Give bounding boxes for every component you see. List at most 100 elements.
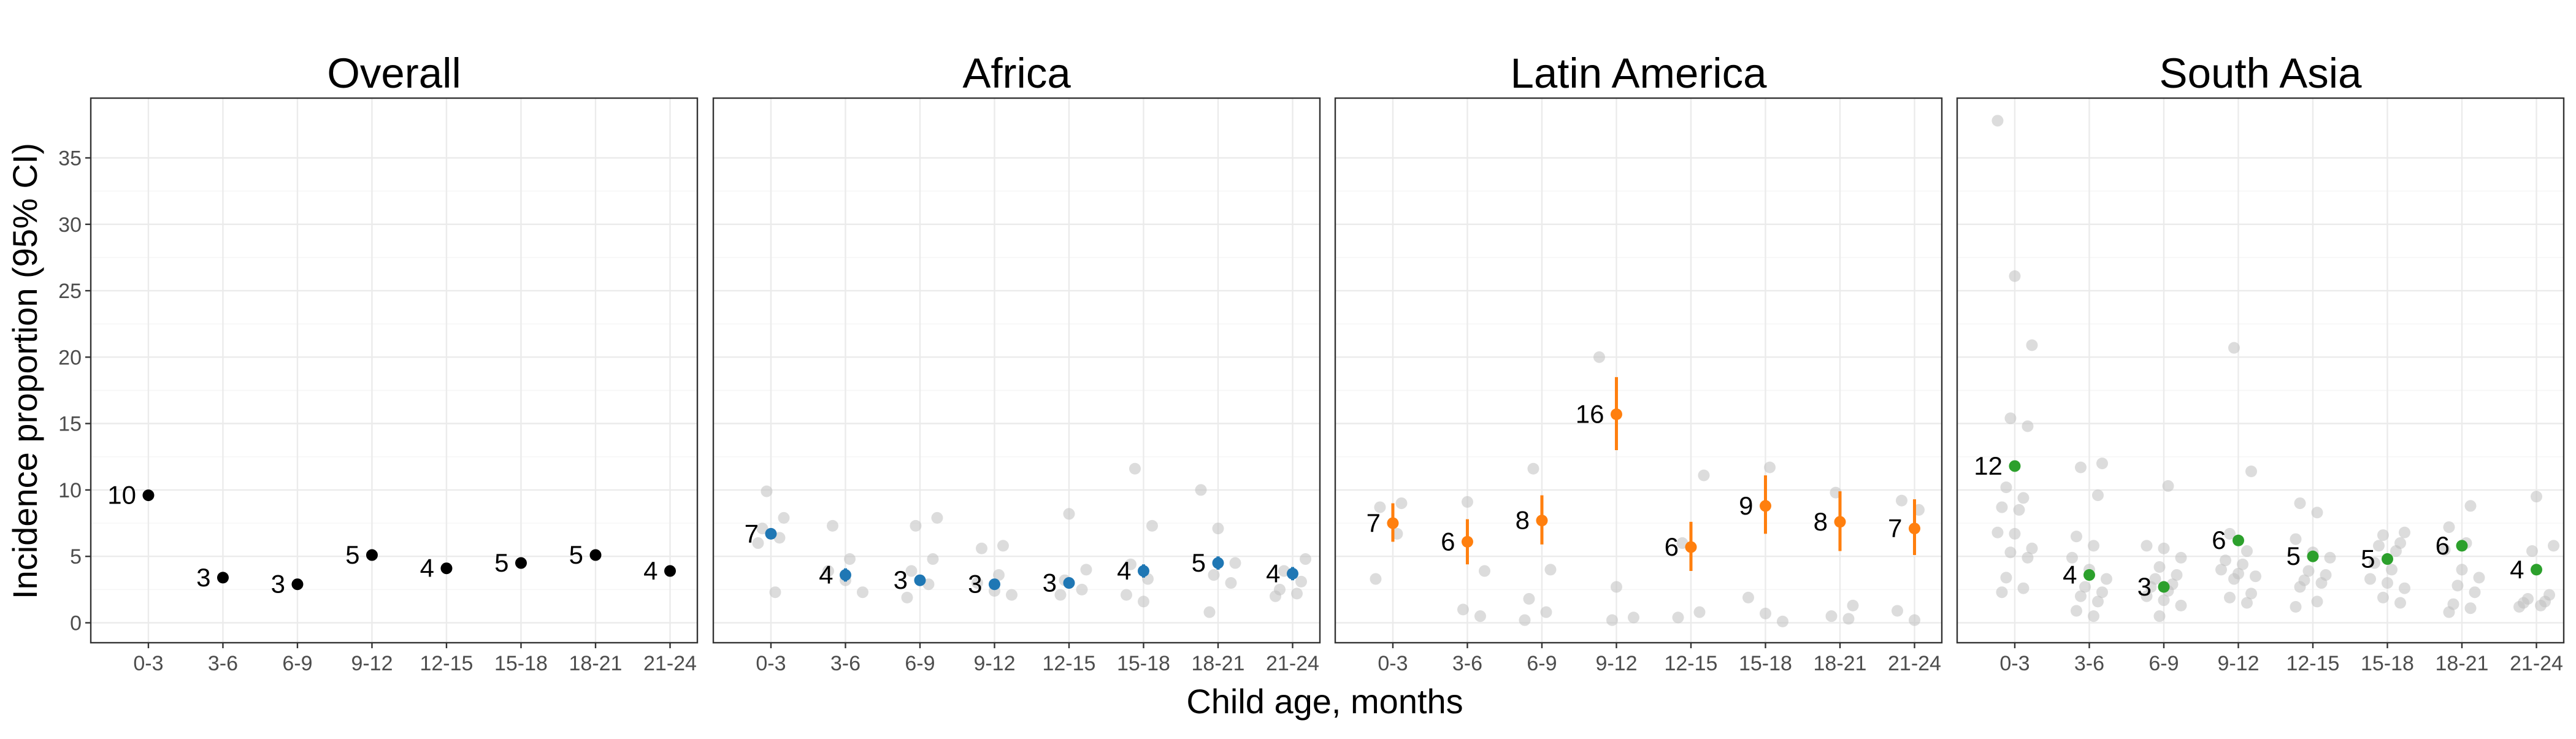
study-point [1457,603,1469,616]
study-point [2171,569,2183,581]
x-tick-label: 21-24 [1266,652,1319,675]
study-point [2175,599,2187,611]
study-point [2398,582,2410,594]
study-point [1523,593,1535,605]
study-point [843,553,856,565]
study-point [2394,597,2406,609]
study-point [1842,613,1855,625]
x-tick-label: 18-21 [1814,652,1867,675]
study-point [2377,591,2389,603]
estimate-point [589,549,602,561]
study-point [2022,551,2034,564]
estimate-point [914,574,926,586]
study-point [1063,508,1075,520]
estimate-point [839,569,851,581]
point-label: 5 [569,540,583,569]
study-point [1054,589,1067,601]
estimate-point [291,578,304,591]
point-label: 4 [1266,559,1280,588]
study-point [975,542,987,554]
study-point [2245,588,2257,600]
x-tick-label: 6-9 [282,652,312,675]
study-point [1593,351,1605,363]
study-point [2074,461,2087,473]
x-tick-label: 15-18 [494,652,548,675]
estimate-point [1908,523,1920,535]
panel-border [1956,97,2565,644]
y-tick-label: 5 [70,545,82,569]
study-point [2245,465,2257,478]
study-point [927,553,939,565]
point-label: 4 [643,556,657,585]
study-point [2534,599,2547,611]
facet-title: Latin America [1510,50,1767,97]
point-label: 5 [1192,548,1206,577]
point-label: 4 [1117,556,1131,585]
study-point [2026,542,2038,554]
panel-africa: 7 4 3 3 3 4 5 4 Africa 0-3 3-6 6-9 9-12 12-15 15-18 18-… [712,50,1321,675]
study-point [2311,507,2323,519]
study-point [1080,564,1092,576]
study-point [2087,610,2099,622]
study-point [2451,580,2464,592]
estimate-point [765,527,777,540]
study-point [2311,595,2323,608]
study-point [2009,527,2021,540]
point-label: 3 [1043,569,1057,597]
estimate-point [988,578,1000,591]
x-tick-label: 18-21 [2436,652,2489,675]
point-label: 8 [1814,507,1828,536]
study-point [997,540,1009,552]
x-tick-label: 0-3 [756,652,786,675]
y-tick-label: 15 [58,413,82,436]
x-tick-label: 12-15 [420,652,473,675]
study-point [2100,573,2112,585]
study-point [1129,462,1141,475]
study-point [2324,551,2336,564]
study-point [2223,527,2236,540]
x-tick-label: 6-9 [2149,652,2179,675]
x-tick-label: 12-15 [2286,652,2339,675]
study-point [2096,586,2108,599]
estimate-point [1759,500,1771,512]
study-point [1606,614,1618,626]
x-tick-label: 15-18 [2361,652,2414,675]
x-tick-label: 9-12 [973,652,1015,675]
study-point [2302,565,2315,577]
study-point [1627,611,1639,624]
x-tick-label: 21-24 [2510,652,2563,675]
point-label: 5 [2287,542,2301,570]
point-label: 10 [107,481,136,510]
panel-border [1334,97,1943,644]
estimate-point [2456,540,2468,552]
study-point [2464,500,2477,512]
study-point [2364,573,2376,585]
study-point [2153,561,2166,573]
study-point [1991,115,2004,127]
study-point [761,485,773,497]
study-point [1895,494,1907,507]
estimate-point [1536,515,1548,527]
study-point [1742,591,1754,603]
estimate-point [366,549,378,561]
estimate-point [2009,460,2021,472]
point-label: 12 [1974,451,2003,480]
x-tick-label: 21-24 [1888,652,1941,675]
study-point [2004,412,2017,424]
x-tick-label: 6-9 [1527,652,1557,675]
point-label: 7 [1888,514,1902,543]
estimate-point [1685,541,1697,553]
study-point [1370,573,1382,585]
study-point [1395,497,1408,510]
point-label: 4 [420,554,434,583]
x-tick-label: 9-12 [351,652,393,675]
point-label: 5 [494,548,508,577]
panel-latin-america: 7 6 8 16 6 9 8 7 Latin America 0-3 3-6 6-9 9-12 12-15… [1334,50,1943,675]
x-tick-label: 15-18 [1739,652,1792,675]
study-point [1212,523,1224,535]
point-label: 6 [2436,531,2450,560]
estimate-point [2083,569,2095,581]
study-point [1544,564,1557,576]
